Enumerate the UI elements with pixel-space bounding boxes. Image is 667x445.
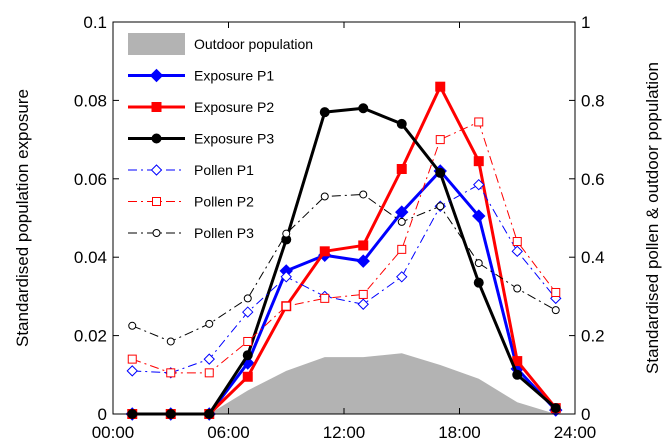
exposure-p3-point	[358, 103, 369, 114]
pollen-p3-point	[551, 306, 560, 315]
y-right-tick-label: 0.2	[581, 327, 605, 346]
pollen-p2-point	[281, 301, 291, 311]
x-tick-label: 24:00	[554, 423, 597, 442]
exposure-p1-point	[356, 254, 370, 268]
pollen-p2-point	[551, 287, 561, 297]
exposure-p2-point	[435, 81, 446, 92]
y-left-tick-label: 0.1	[83, 13, 107, 32]
pollen-p2-point	[204, 368, 214, 378]
pollen-p3-point	[128, 321, 137, 330]
pollen-p1-point	[203, 353, 215, 365]
pollen-p1-point	[126, 365, 138, 377]
pollen-p2-point	[320, 293, 330, 303]
exposure-p2-point	[473, 156, 484, 167]
exposure-p1-point	[472, 209, 486, 223]
y-right-tick-label: 0.6	[581, 170, 605, 189]
legend-label-outdoor-population: Outdoor population	[194, 36, 313, 52]
legend-label-exposure-p2: Exposure P2	[194, 99, 274, 115]
pollen-p3-point	[436, 202, 445, 211]
pollen-p2-point	[397, 244, 407, 254]
legend-label-exposure-p1: Exposure P1	[194, 68, 274, 84]
y-right-tick-label: 0.8	[581, 91, 605, 110]
pollen-p2-point	[474, 117, 484, 127]
x-tick-label: 18:00	[438, 423, 481, 442]
legend-swatch-outdoor-population	[128, 33, 185, 55]
legend-marker-exposure-p2	[151, 102, 162, 112]
exposure-p3-point	[319, 107, 330, 118]
exposure-p3-point	[512, 369, 523, 380]
pollen-p3-point	[282, 229, 291, 238]
pollen-p3-point	[474, 259, 483, 268]
y-left-tick-label: 0.04	[74, 248, 107, 267]
legend-marker-exposure-p3	[151, 133, 162, 144]
exposure-p2-point	[358, 240, 369, 251]
y-left-tick-label: 0	[98, 405, 107, 424]
pollen-p1-point	[242, 306, 254, 318]
pollen-p3-point	[166, 337, 175, 346]
pollen-p1-point	[280, 271, 292, 283]
pollen-p1-line	[132, 184, 557, 374]
pollen-p1-point	[511, 245, 523, 258]
exposure-p2-point	[242, 371, 253, 382]
series-pollen-p3	[128, 190, 560, 346]
legend-marker-pollen-p3	[152, 229, 161, 237]
exposure-p2-point	[319, 246, 330, 257]
legend-marker-pollen-p2	[152, 197, 161, 206]
pollen-p2-point	[435, 135, 445, 145]
y-left-tick-label: 0.06	[74, 170, 107, 189]
exposure-p3-point	[473, 277, 484, 288]
series-layer	[125, 81, 563, 421]
y-right-tick-label: 0.4	[581, 248, 605, 267]
legend: Outdoor population Exposure P1 Exposure P2…	[128, 33, 313, 241]
exposure-p3-point	[550, 403, 561, 414]
outdoor-population-area	[209, 353, 556, 414]
axes-layer: 00:00 06:00 12:00 18:00 24:0000.020.040.060.…	[74, 13, 605, 442]
pollen-p1-point	[396, 271, 408, 283]
pollen-p1-point	[473, 178, 485, 191]
pollen-p3-point	[513, 284, 522, 293]
legend-label-pollen-p2: Pollen P2	[194, 194, 254, 210]
pollen-p3-point	[397, 217, 406, 226]
pollen-p3-point	[359, 190, 368, 199]
y-axis-left-title: Standardised population exposure	[13, 89, 32, 347]
legend-marker-exposure-p1	[149, 68, 164, 83]
pollen-p2-point	[358, 289, 368, 299]
y-right-tick-label: 1	[581, 13, 590, 32]
exposure-p3-point	[435, 167, 446, 178]
pollen-p2-point	[243, 336, 253, 346]
exposure-p2-point	[396, 164, 407, 174]
pollen-p3-point	[205, 319, 214, 328]
legend-label-exposure-p3: Exposure P3	[194, 131, 274, 147]
y-left-tick-label: 0.02	[74, 327, 107, 346]
pollen-p2-point	[127, 354, 137, 364]
pollen-p2-line	[132, 121, 557, 374]
pollen-p3-point	[243, 294, 252, 303]
x-tick-label: 12:00	[323, 423, 366, 442]
exposure-p3-point	[396, 118, 407, 129]
pollen-p3-line	[132, 193, 556, 342]
pollen-p1-point	[357, 298, 369, 310]
outdoor-population-area-layer	[209, 353, 556, 414]
pollen-p3-point	[320, 192, 329, 201]
y-axis-right-title: Standardised pollen & outdoor population	[643, 62, 662, 374]
y-left-tick-label: 0.08	[74, 91, 107, 110]
legend-label-pollen-p3: Pollen P3	[194, 225, 254, 241]
series-pollen-p2	[127, 117, 561, 378]
x-tick-label: 00:00	[92, 423, 135, 442]
exposure-p3-point	[242, 350, 253, 361]
legend-label-pollen-p1: Pollen P1	[194, 162, 254, 178]
x-tick-label: 06:00	[207, 423, 250, 442]
pollen-p2-point	[512, 237, 522, 247]
y-right-tick-label: 0	[581, 405, 590, 424]
pollen-p2-point	[166, 368, 176, 378]
plot-frame	[112, 21, 576, 415]
legend-marker-pollen-p1	[150, 164, 163, 176]
